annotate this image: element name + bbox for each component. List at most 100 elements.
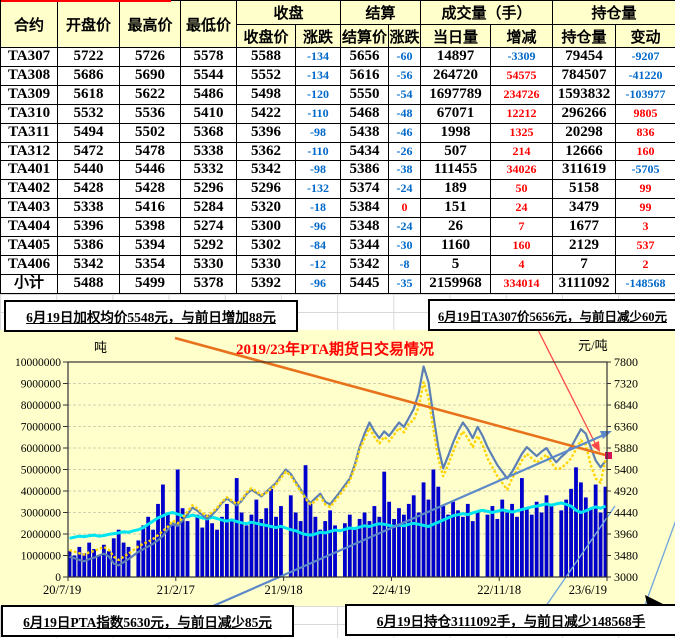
cell[interactable]: 5686 — [57, 65, 120, 86]
col-header-settle-price[interactable]: 结算价 — [340, 24, 390, 48]
cell[interactable]: 67071 — [420, 103, 492, 124]
cell[interactable]: 264720 — [420, 65, 492, 86]
cell[interactable]: 296266 — [552, 103, 617, 124]
cell[interactable]: 5544 — [180, 65, 237, 86]
cell[interactable]: 5396 — [236, 122, 296, 143]
cell[interactable]: 5342 — [57, 254, 120, 275]
cell[interactable]: 1160 — [420, 236, 492, 256]
cell[interactable]: 5690 — [119, 65, 181, 86]
cell[interactable]: 26 — [420, 217, 492, 238]
col-header-close-chg[interactable]: 涨跌 — [294, 24, 342, 48]
cell[interactable]: 5302 — [236, 236, 296, 256]
cell[interactable]: 311619 — [552, 160, 617, 181]
cell[interactable]: 5438 — [340, 122, 390, 143]
cell[interactable]: 99 — [615, 179, 675, 200]
cell[interactable]: -54 — [388, 84, 422, 105]
cell[interactable]: 4 — [490, 254, 554, 275]
cell[interactable]: 5478 — [119, 141, 181, 162]
cell[interactable]: 5274 — [180, 217, 237, 238]
cell[interactable]: 5396 — [57, 217, 120, 238]
cell[interactable]: 5472 — [57, 141, 120, 162]
cell[interactable]: 160 — [615, 141, 675, 162]
cell[interactable]: 20298 — [552, 122, 617, 143]
cell[interactable]: -46 — [388, 122, 422, 143]
cell[interactable]: 5416 — [119, 198, 181, 219]
cell[interactable]: -148568 — [615, 273, 675, 294]
cell[interactable]: 5338 — [57, 198, 120, 219]
cell[interactable]: 5362 — [236, 141, 296, 162]
cell[interactable]: TA404 — [0, 217, 58, 238]
cell[interactable]: 3479 — [552, 198, 617, 219]
cell[interactable]: 5348 — [340, 217, 390, 238]
cell[interactable]: 5300 — [236, 217, 296, 238]
cell[interactable]: 9805 — [615, 103, 675, 124]
group-header-volume[interactable]: 成交量（手） — [420, 0, 554, 25]
cell[interactable]: 5552 — [236, 65, 296, 86]
cell[interactable]: 5722 — [57, 47, 120, 67]
banner-open-interest[interactable]: 6月19日持仓3111092手，与前日减少148568手 — [345, 604, 675, 636]
cell[interactable]: 5499 — [119, 273, 181, 294]
cell[interactable]: -132 — [294, 179, 342, 200]
cell[interactable]: 537 — [615, 236, 675, 256]
cell[interactable]: 5578 — [180, 47, 237, 67]
banner-pta-index[interactable]: 6月19日PTA指数5630元，与前日减少85元 — [1, 605, 294, 637]
cell[interactable]: 7 — [552, 254, 617, 275]
col-header-volume-chg[interactable]: 增减 — [490, 24, 554, 48]
cell[interactable]: 5354 — [119, 254, 181, 275]
cell[interactable]: -134 — [294, 65, 342, 86]
cell[interactable]: 5446 — [119, 160, 181, 181]
cell[interactable]: 1593832 — [552, 84, 617, 105]
cell[interactable]: 334014 — [490, 273, 554, 294]
cell[interactable]: TA312 — [0, 141, 58, 162]
group-header-oi[interactable]: 持仓量 — [552, 0, 675, 25]
cell[interactable]: -3309 — [490, 47, 554, 67]
cell[interactable]: 5374 — [340, 179, 390, 200]
cell[interactable]: 2159968 — [420, 273, 492, 294]
cell[interactable]: 5422 — [236, 103, 296, 124]
cell[interactable]: 5320 — [236, 198, 296, 219]
cell[interactable]: 5428 — [119, 179, 181, 200]
cell[interactable]: -5705 — [615, 160, 675, 181]
cell[interactable]: 54575 — [490, 65, 554, 86]
cell[interactable]: -110 — [294, 141, 342, 162]
cell[interactable]: 5445 — [340, 273, 390, 294]
cell[interactable]: 151 — [420, 198, 492, 219]
cell[interactable]: 5494 — [57, 122, 120, 143]
col-header-close-price[interactable]: 收盘价 — [236, 24, 296, 48]
cell[interactable]: 5330 — [236, 254, 296, 275]
cell[interactable]: 5342 — [236, 160, 296, 181]
cell[interactable]: -48 — [388, 103, 422, 124]
cell[interactable]: TA406 — [0, 254, 58, 275]
cell[interactable]: 5330 — [180, 254, 237, 275]
cell[interactable]: 小计 — [0, 273, 58, 294]
cell[interactable]: TA401 — [0, 160, 58, 181]
cell[interactable]: -84 — [294, 236, 342, 256]
cell[interactable]: 5296 — [180, 179, 237, 200]
cell[interactable]: 14897 — [420, 47, 492, 67]
cell[interactable]: -98 — [294, 122, 342, 143]
cell[interactable]: 5440 — [57, 160, 120, 181]
cell[interactable]: 1697789 — [420, 84, 492, 105]
cell[interactable]: -96 — [294, 217, 342, 238]
cell[interactable]: TA308 — [0, 65, 58, 86]
banner-ta307-price[interactable]: 6月19日TA307价5656元，与前日减少60元 — [428, 299, 675, 331]
cell[interactable]: -96 — [294, 273, 342, 294]
cell[interactable]: 5622 — [119, 84, 181, 105]
cell[interactable]: 5536 — [119, 103, 181, 124]
col-header-day-volume[interactable]: 当日量 — [420, 24, 492, 48]
cell[interactable]: 5344 — [340, 236, 390, 256]
cell[interactable]: 5386 — [57, 236, 120, 256]
cell[interactable]: -134 — [294, 47, 342, 67]
cell[interactable]: 507 — [420, 141, 492, 162]
cell[interactable]: 12666 — [552, 141, 617, 162]
cell[interactable]: -120 — [294, 84, 342, 105]
cell[interactable]: -41220 — [615, 65, 675, 86]
cell[interactable]: 5616 — [340, 65, 390, 86]
cell[interactable]: 5398 — [119, 217, 181, 238]
cell[interactable]: -26 — [388, 141, 422, 162]
cell[interactable]: 5410 — [180, 103, 237, 124]
pta-daily-chart[interactable]: 10000000 7800 9000000 7320 8000000 6840 700000… — [0, 330, 675, 606]
cell[interactable]: 5342 — [340, 254, 390, 275]
cell[interactable]: 2129 — [552, 236, 617, 256]
cell[interactable]: 5332 — [180, 160, 237, 181]
